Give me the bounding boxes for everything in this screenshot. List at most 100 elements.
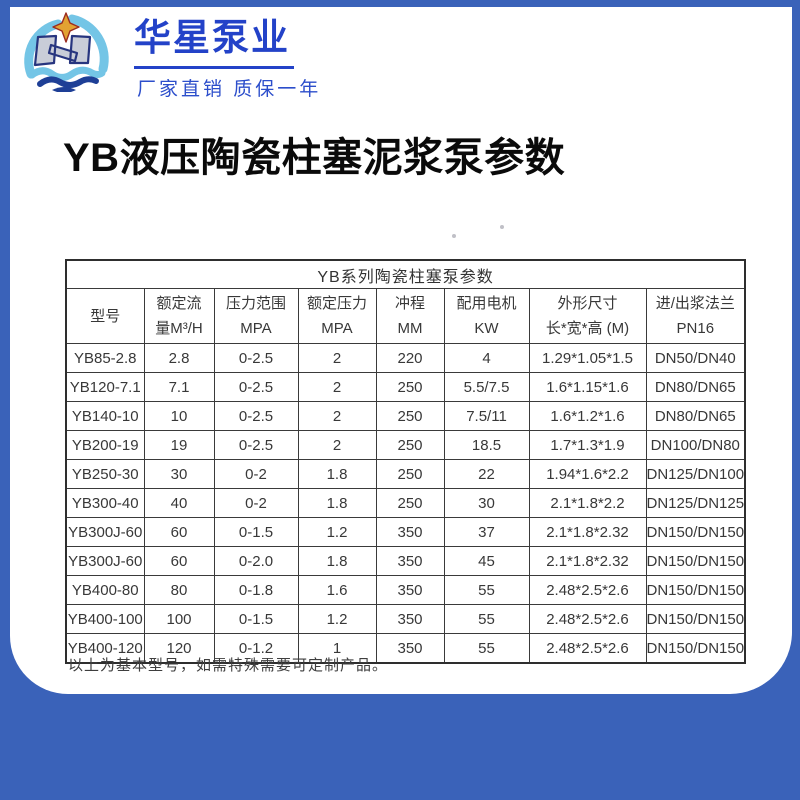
table-row: YB400-120 120 0-1.2 1 350 55 2.48*2.5*2.6 DN150… bbox=[65, 633, 746, 664]
table-body: YB85-2.8 2.8 0-2.5 2 220 4 1.29*1.05*1.5 DN50/D… bbox=[65, 343, 746, 664]
table-cell: 37 bbox=[443, 517, 530, 547]
table-cell: 250 bbox=[375, 430, 445, 460]
table-caption-row: YB系列陶瓷柱塞泵参数 bbox=[65, 259, 746, 289]
table-cell: DN150/DN150 bbox=[645, 546, 746, 576]
table-cell: 250 bbox=[375, 372, 445, 402]
table-cell: 7.5/11 bbox=[443, 401, 530, 431]
table-cell: 55 bbox=[443, 575, 530, 605]
table-cell: 350 bbox=[375, 517, 445, 547]
table-cell: 0-2.5 bbox=[213, 430, 299, 460]
star-icon bbox=[52, 12, 80, 43]
column-header-line: MPA bbox=[240, 320, 272, 337]
column-header-line: MPA bbox=[321, 320, 353, 337]
table-cell: YB400-120 bbox=[65, 633, 145, 664]
column-header-line: 压力范围 bbox=[225, 295, 286, 312]
column-header-flow: 额定流 量M³/H bbox=[143, 288, 215, 344]
column-header-line: 长*宽*高 (M) bbox=[545, 320, 630, 337]
table-cell: 2.48*2.5*2.6 bbox=[528, 633, 647, 664]
table-cell: 2.1*1.8*2.32 bbox=[528, 517, 647, 547]
table-cell: 250 bbox=[375, 488, 445, 518]
table-cell: 0-2 bbox=[213, 459, 299, 489]
column-header-rated-pressure: 额定压力 MPA bbox=[297, 288, 377, 344]
table-cell: DN125/DN100 bbox=[645, 459, 746, 489]
table-cell: 0-2.5 bbox=[213, 401, 299, 431]
table-cell: 350 bbox=[375, 633, 445, 664]
table-cell: 60 bbox=[143, 517, 215, 547]
table-cell: 0-2 bbox=[213, 488, 299, 518]
table-cell: 220 bbox=[375, 343, 445, 373]
footnote: 以上为基本型号，如需特殊需要可定制产品。 bbox=[68, 657, 389, 674]
table-cell: 0-1.5 bbox=[213, 604, 299, 634]
table-cell: DN80/DN65 bbox=[645, 372, 746, 402]
table-cell: 1.29*1.05*1.5 bbox=[528, 343, 647, 373]
wave-dark bbox=[37, 76, 99, 88]
table-cell: 1.7*1.3*1.9 bbox=[528, 430, 647, 460]
column-header-dimensions: 外形尺寸 长*宽*高 (M) bbox=[528, 288, 647, 344]
pump-logo-icon bbox=[24, 12, 109, 92]
content-card: 华星泵业 厂家直销 质保一年 YB液压陶瓷柱塞泥浆泵参数 YB系列陶瓷柱塞泵参数… bbox=[10, 7, 792, 694]
column-header-line: 额定流 bbox=[156, 295, 202, 312]
table-cell: 1.8 bbox=[297, 459, 377, 489]
crescent-right bbox=[67, 14, 109, 74]
column-header-pressure-range: 压力范围 MPA bbox=[213, 288, 299, 344]
table-cell: 60 bbox=[143, 546, 215, 576]
column-header-line: 型号 bbox=[90, 307, 121, 325]
table-cell: 1.94*1.6*2.2 bbox=[528, 459, 647, 489]
column-header-line: 外形尺寸 bbox=[557, 295, 618, 312]
table-cell: DN150/DN150 bbox=[645, 575, 746, 605]
table-cell: YB300-40 bbox=[65, 488, 145, 518]
logo-tagline: 厂家直销 质保一年 bbox=[137, 78, 322, 100]
table-row: YB200-19 19 0-2.5 2 250 18.5 1.7*1.3*1.9 DN100/… bbox=[65, 430, 746, 460]
table-cell: 5.5/7.5 bbox=[443, 372, 530, 402]
table-cell: 30 bbox=[143, 459, 215, 489]
table-cell: 80 bbox=[143, 575, 215, 605]
table-row: YB300J-60 60 0-2.0 1.8 350 45 2.1*1.8*2.32 DN15… bbox=[65, 546, 746, 576]
table-cell: 18.5 bbox=[443, 430, 530, 460]
column-header-model: 型号 bbox=[65, 288, 145, 344]
table-cell: YB400-80 bbox=[65, 575, 145, 605]
emblem-h bbox=[33, 34, 92, 67]
table-cell: 250 bbox=[375, 401, 445, 431]
table-cell: 1.2 bbox=[297, 517, 377, 547]
table-cell: 0-2.5 bbox=[213, 343, 299, 373]
table-cell: YB300J-60 bbox=[65, 546, 145, 576]
column-header-line: PN16 bbox=[676, 320, 715, 337]
column-header-stroke: 冲程 MM bbox=[375, 288, 445, 344]
table-cell: YB200-19 bbox=[65, 430, 145, 460]
table-cell: 2.48*2.5*2.6 bbox=[528, 575, 647, 605]
table-cell: 0-1.8 bbox=[213, 575, 299, 605]
table-row: YB85-2.8 2.8 0-2.5 2 220 4 1.29*1.05*1.5 DN50/D… bbox=[65, 343, 746, 373]
artifact-dot bbox=[452, 234, 456, 238]
table-cell: 1.6 bbox=[297, 575, 377, 605]
column-header-line: MM bbox=[397, 320, 423, 337]
table-cell: 2.8 bbox=[143, 343, 215, 373]
spec-table: YB系列陶瓷柱塞泵参数 型号 额定流 量M³/H 压力范围 MPA 额定压力 M… bbox=[65, 259, 747, 664]
table-cell: YB300J-60 bbox=[65, 517, 145, 547]
table-cell: DN80/DN65 bbox=[645, 401, 746, 431]
wave-lens bbox=[52, 87, 76, 92]
table-cell: 1.8 bbox=[297, 488, 377, 518]
table-cell: YB120-7.1 bbox=[65, 372, 145, 402]
wave-light bbox=[28, 66, 106, 81]
table-cell: 1.6*1.2*1.6 bbox=[528, 401, 647, 431]
table-row: YB400-100 100 0-1.5 1.2 350 55 2.48*2.5*2.6 DN1… bbox=[65, 604, 746, 634]
table-cell: DN150/DN150 bbox=[645, 604, 746, 634]
table-cell: YB400-100 bbox=[65, 604, 145, 634]
page-title: YB液压陶瓷柱塞泥浆泵参数 bbox=[63, 136, 566, 180]
table-row: YB300J-60 60 0-1.5 1.2 350 37 2.1*1.8*2.32 DN15… bbox=[65, 517, 746, 547]
column-header-line: 冲程 bbox=[394, 295, 425, 312]
table-row: YB250-30 30 0-2 1.8 250 22 1.94*1.6*2.2 DN125/D… bbox=[65, 459, 746, 489]
table-cell: 55 bbox=[443, 633, 530, 664]
table-cell: 1.8 bbox=[297, 546, 377, 576]
table-cell: 0-2.5 bbox=[213, 372, 299, 402]
table-cell: 22 bbox=[443, 459, 530, 489]
table-cell: 2 bbox=[297, 401, 377, 431]
table-row: YB140-10 10 0-2.5 2 250 7.5/11 1.6*1.2*1.6 DN80… bbox=[65, 401, 746, 431]
table-cell: DN150/DN150 bbox=[645, 517, 746, 547]
logo-text: 华星泵业 厂家直销 质保一年 bbox=[134, 17, 322, 101]
table-cell: 2 bbox=[297, 343, 377, 373]
table-cell: 1.6*1.15*1.6 bbox=[528, 372, 647, 402]
table-cell: DN50/DN40 bbox=[645, 343, 746, 373]
table-cell: 0-2.0 bbox=[213, 546, 299, 576]
